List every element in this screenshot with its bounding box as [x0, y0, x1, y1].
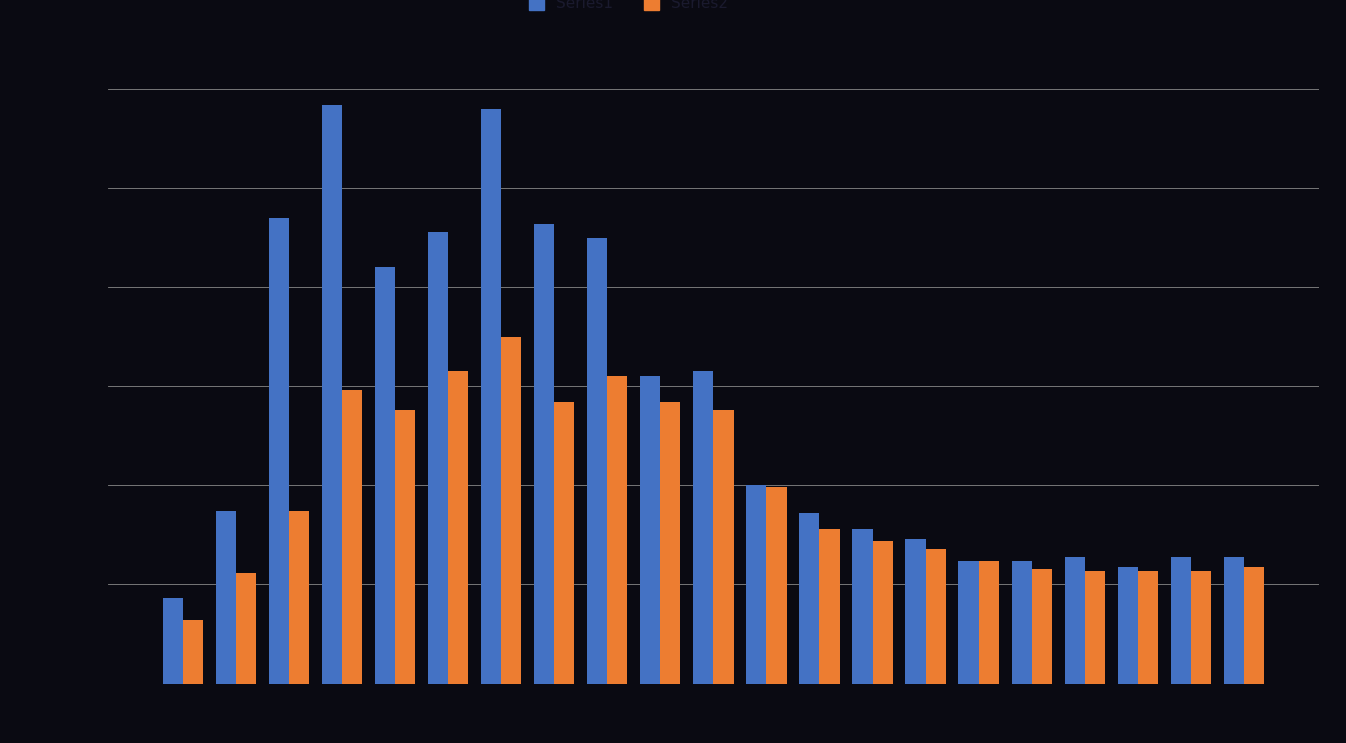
Bar	[481, 109, 501, 684]
Bar	[183, 620, 203, 684]
Bar	[289, 511, 310, 684]
Bar	[163, 598, 183, 684]
Bar	[534, 224, 555, 684]
Bar	[641, 377, 661, 684]
Bar	[1065, 557, 1085, 684]
Bar	[1171, 557, 1191, 684]
Bar	[872, 541, 892, 684]
Bar	[820, 529, 840, 684]
Legend: Series1, Series2: Series1, Series2	[522, 0, 735, 17]
Bar	[1191, 571, 1211, 684]
Bar	[800, 513, 820, 684]
Bar	[269, 218, 289, 684]
Bar	[766, 487, 786, 684]
Bar	[1224, 557, 1244, 684]
Bar	[1031, 568, 1051, 684]
Bar	[1137, 571, 1158, 684]
Bar	[979, 561, 999, 684]
Bar	[448, 371, 468, 684]
Bar	[693, 371, 713, 684]
Bar	[1085, 571, 1105, 684]
Bar	[322, 105, 342, 684]
Bar	[555, 402, 575, 684]
Bar	[607, 377, 627, 684]
Bar	[396, 410, 416, 684]
Bar	[661, 402, 681, 684]
Bar	[587, 238, 607, 684]
Bar	[746, 485, 766, 684]
Bar	[236, 573, 256, 684]
Bar	[1011, 561, 1031, 684]
Bar	[958, 561, 979, 684]
Bar	[906, 539, 926, 684]
Bar	[501, 337, 521, 684]
Bar	[428, 232, 448, 684]
Bar	[215, 511, 236, 684]
Bar	[1117, 567, 1137, 684]
Bar	[852, 529, 872, 684]
Bar	[713, 410, 734, 684]
Bar	[342, 390, 362, 684]
Bar	[1244, 567, 1264, 684]
Bar	[376, 267, 396, 684]
Bar	[926, 549, 946, 684]
